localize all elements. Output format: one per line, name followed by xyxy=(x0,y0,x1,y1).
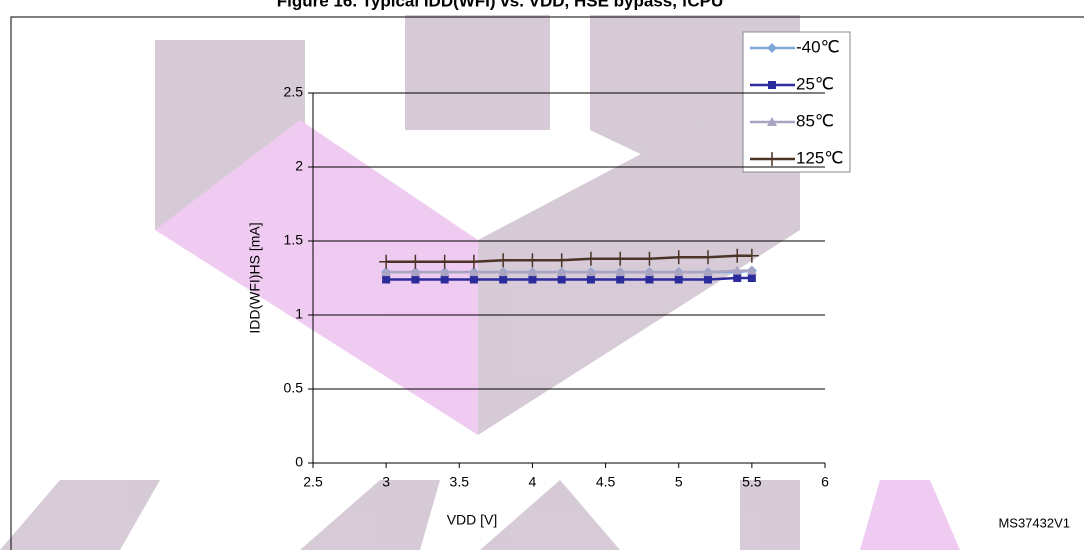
marker xyxy=(437,254,452,269)
x-tick-label: 4.5 xyxy=(596,474,616,490)
marker xyxy=(703,275,712,284)
marker xyxy=(439,267,450,277)
marker xyxy=(732,265,743,275)
marker xyxy=(585,267,596,277)
marker xyxy=(746,265,757,275)
marker xyxy=(700,250,715,265)
marker xyxy=(583,251,598,266)
marker xyxy=(379,254,394,269)
marker xyxy=(528,275,537,284)
watermark-shape xyxy=(478,70,800,435)
marker xyxy=(499,275,508,284)
marker xyxy=(440,275,449,284)
legend-label: 25℃ xyxy=(796,74,834,93)
marker xyxy=(747,274,756,282)
marker xyxy=(768,81,776,89)
y-tick-label: 1 xyxy=(295,306,303,322)
marker xyxy=(554,253,569,268)
y-tick-label: 2 xyxy=(295,158,303,174)
watermark-shape xyxy=(405,15,550,130)
marker xyxy=(733,274,742,282)
watermark-shape xyxy=(740,480,800,550)
marker xyxy=(527,267,538,277)
x-axis-label: VDD [V] xyxy=(447,512,498,528)
y-tick-label: 1.5 xyxy=(284,232,304,248)
watermark-shape xyxy=(860,480,960,550)
marker xyxy=(642,251,657,266)
marker xyxy=(411,275,420,284)
marker xyxy=(673,267,684,277)
series-line xyxy=(386,269,752,274)
marker xyxy=(767,43,777,53)
marker xyxy=(744,248,759,263)
marker xyxy=(613,251,628,266)
marker xyxy=(496,253,511,268)
x-tick-label: 6 xyxy=(821,474,829,490)
y-axis-label: IDD(WFI)HS [mA] xyxy=(247,222,263,333)
watermark-shape xyxy=(0,480,160,550)
x-tick-label: 2.5 xyxy=(303,474,323,490)
y-tick-label: 0.5 xyxy=(284,380,304,396)
x-tick-label: 5.5 xyxy=(742,474,762,490)
marker xyxy=(730,248,745,263)
y-tick-label: 2.5 xyxy=(284,84,304,100)
marker xyxy=(466,254,481,269)
marker xyxy=(382,275,391,284)
marker xyxy=(469,275,478,284)
marker xyxy=(616,275,625,284)
marker xyxy=(767,117,777,126)
marker xyxy=(644,267,655,277)
x-tick-label: 4 xyxy=(529,474,537,490)
x-tick-label: 3.5 xyxy=(450,474,470,490)
marker xyxy=(498,267,509,277)
watermark-shape xyxy=(300,480,440,550)
marker xyxy=(671,250,686,265)
marker xyxy=(381,267,392,277)
watermark xyxy=(0,15,960,550)
marker xyxy=(525,253,540,268)
legend-label: 125℃ xyxy=(796,148,843,167)
marker xyxy=(556,267,567,277)
frame xyxy=(10,16,1084,550)
marker xyxy=(410,267,421,277)
legend-label: 85℃ xyxy=(796,111,834,130)
marker xyxy=(765,152,779,166)
chart-title: Figure 16. Typical IDD(WFI) vs. VDD, HSE… xyxy=(277,0,724,10)
marker xyxy=(408,254,423,269)
watermark-shape xyxy=(155,120,478,435)
marker xyxy=(615,267,626,277)
marker xyxy=(702,267,713,277)
footnote: MS37432V1 xyxy=(998,515,1070,530)
watermark-shape xyxy=(480,480,620,550)
marker xyxy=(557,275,566,284)
y-tick-label: 0 xyxy=(295,454,303,470)
legend xyxy=(742,31,851,173)
x-tick-label: 5 xyxy=(675,474,683,490)
x-tick-label: 3 xyxy=(382,474,390,490)
series-line xyxy=(386,276,752,281)
marker xyxy=(468,267,479,277)
marker xyxy=(674,275,683,284)
legend-label: -40℃ xyxy=(796,37,840,56)
marker xyxy=(586,275,595,284)
watermark-shape xyxy=(155,40,305,230)
marker xyxy=(645,275,654,284)
